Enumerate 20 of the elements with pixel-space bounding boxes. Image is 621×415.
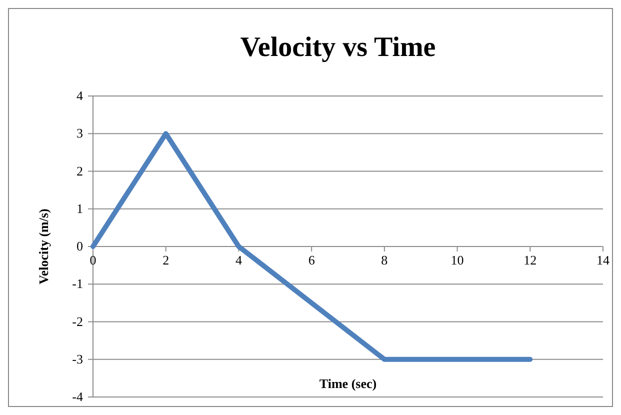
y-tick-label: -3 — [72, 351, 83, 366]
y-axis-title: Velocity (m/s) — [36, 208, 51, 284]
y-tick-label: 1 — [76, 200, 83, 216]
x-tick-label: 14 — [596, 252, 610, 268]
y-tick-label: -2 — [72, 314, 83, 329]
x-tick-label: 4 — [235, 252, 242, 268]
y-tick-label: -4 — [72, 389, 84, 404]
y-tick-label: -1 — [72, 276, 83, 292]
chart-title: Velocity vs Time — [240, 32, 436, 63]
y-tick-label: 4 — [76, 88, 84, 103]
x-tick-label: 2 — [162, 252, 170, 268]
y-tick-label: 2 — [76, 163, 83, 178]
y-tick-label: 3 — [76, 126, 83, 141]
x-tick-label: 10 — [450, 252, 464, 268]
x-axis-title: Time (sec) — [319, 376, 377, 391]
x-tick-label: 0 — [90, 252, 96, 268]
x-tick-label: 8 — [381, 252, 388, 268]
x-tick-label: 6 — [308, 252, 316, 268]
x-tick-label: 12 — [524, 252, 537, 268]
y-tick-label: 0 — [76, 238, 83, 254]
